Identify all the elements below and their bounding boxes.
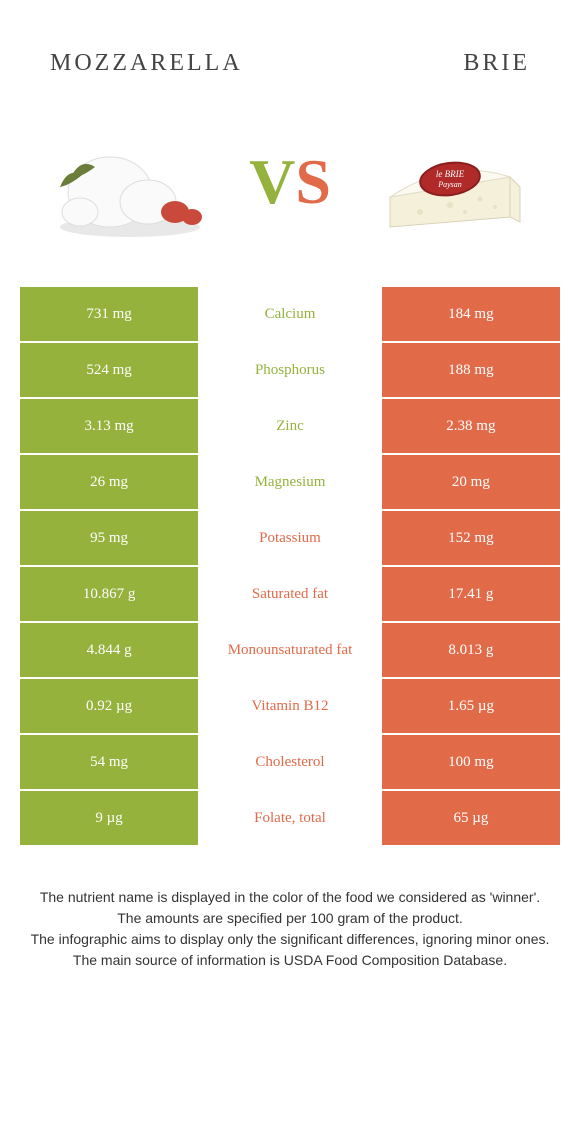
footer-line: The amounts are specified per 100 gram o… bbox=[30, 908, 550, 929]
nutrient-label: Potassium bbox=[198, 511, 382, 567]
nutrient-right-value: 65 µg bbox=[382, 791, 560, 847]
nutrient-label: Folate, total bbox=[198, 791, 382, 847]
brie-icon: le BRIE Paysan bbox=[370, 117, 530, 247]
vs-letter-s: S bbox=[295, 146, 331, 217]
footer-text: The nutrient name is displayed in the co… bbox=[20, 847, 560, 971]
nutrient-right-value: 1.65 µg bbox=[382, 679, 560, 735]
nutrient-label: Zinc bbox=[198, 399, 382, 455]
nutrient-row: 0.92 µgVitamin B121.65 µg bbox=[20, 679, 560, 735]
nutrient-label: Cholesterol bbox=[198, 735, 382, 791]
nutrient-right-value: 8.013 g bbox=[382, 623, 560, 679]
footer-line: The main source of information is USDA F… bbox=[30, 950, 550, 971]
nutrient-left-value: 0.92 µg bbox=[20, 679, 198, 735]
nutrient-label: Saturated fat bbox=[198, 567, 382, 623]
nutrient-row: 10.867 gSaturated fat17.41 g bbox=[20, 567, 560, 623]
nutrient-row: 731 mgCalcium184 mg bbox=[20, 287, 560, 343]
nutrient-row: 26 mgMagnesium20 mg bbox=[20, 455, 560, 511]
nutrient-row: 4.844 gMonounsaturated fat8.013 g bbox=[20, 623, 560, 679]
nutrient-row: 3.13 mgZinc2.38 mg bbox=[20, 399, 560, 455]
nutrient-left-value: 9 µg bbox=[20, 791, 198, 847]
svg-text:le BRIE: le BRIE bbox=[436, 169, 465, 179]
nutrient-left-value: 3.13 mg bbox=[20, 399, 198, 455]
nutrient-label: Calcium bbox=[198, 287, 382, 343]
nutrient-left-value: 54 mg bbox=[20, 735, 198, 791]
svg-text:Paysan: Paysan bbox=[437, 180, 462, 189]
right-food-title: Brie bbox=[463, 50, 530, 77]
left-food-title: Mozzarella bbox=[50, 50, 243, 77]
nutrient-left-value: 731 mg bbox=[20, 287, 198, 343]
nutrient-table: 731 mgCalcium184 mg524 mgPhosphorus188 m… bbox=[20, 287, 560, 847]
nutrient-right-value: 100 mg bbox=[382, 735, 560, 791]
nutrient-row: 9 µgFolate, total65 µg bbox=[20, 791, 560, 847]
vs-letter-v: V bbox=[249, 146, 295, 217]
nutrient-label: Monounsaturated fat bbox=[198, 623, 382, 679]
nutrient-right-value: 2.38 mg bbox=[382, 399, 560, 455]
nutrient-right-value: 184 mg bbox=[382, 287, 560, 343]
header-row: Mozzarella Brie bbox=[20, 50, 560, 107]
left-food-image bbox=[40, 117, 220, 247]
nutrient-right-value: 188 mg bbox=[382, 343, 560, 399]
nutrient-label: Vitamin B12 bbox=[198, 679, 382, 735]
right-food-image: le BRIE Paysan bbox=[360, 117, 540, 247]
nutrient-row: 524 mgPhosphorus188 mg bbox=[20, 343, 560, 399]
footer-line: The nutrient name is displayed in the co… bbox=[30, 887, 550, 908]
infographic-container: Mozzarella Brie VS bbox=[0, 0, 580, 1001]
nutrient-left-value: 95 mg bbox=[20, 511, 198, 567]
nutrient-table-body: 731 mgCalcium184 mg524 mgPhosphorus188 m… bbox=[20, 287, 560, 847]
nutrient-right-value: 20 mg bbox=[382, 455, 560, 511]
nutrient-right-value: 17.41 g bbox=[382, 567, 560, 623]
mozzarella-icon bbox=[40, 117, 220, 247]
nutrient-left-value: 524 mg bbox=[20, 343, 198, 399]
nutrient-row: 95 mgPotassium152 mg bbox=[20, 511, 560, 567]
images-row: VS le BRIE Paysan bbox=[20, 107, 560, 287]
nutrient-right-value: 152 mg bbox=[382, 511, 560, 567]
nutrient-left-value: 4.844 g bbox=[20, 623, 198, 679]
footer-line: The infographic aims to display only the… bbox=[30, 929, 550, 950]
nutrient-label: Magnesium bbox=[198, 455, 382, 511]
vs-label: VS bbox=[249, 145, 331, 219]
nutrient-left-value: 26 mg bbox=[20, 455, 198, 511]
nutrient-label: Phosphorus bbox=[198, 343, 382, 399]
nutrient-left-value: 10.867 g bbox=[20, 567, 198, 623]
nutrient-row: 54 mgCholesterol100 mg bbox=[20, 735, 560, 791]
